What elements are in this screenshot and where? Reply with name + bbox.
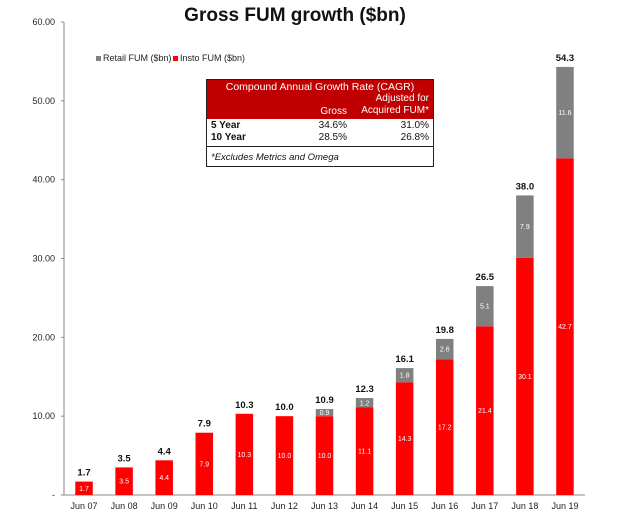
- bar-insto-jun-15: [395, 382, 414, 495]
- data-label-insto: 4.4: [159, 475, 169, 482]
- cagr-row-adjusted: 31.0%: [400, 120, 429, 131]
- x-tick-label: Jun 07: [71, 501, 98, 511]
- bar-insto-jun-08: [115, 467, 133, 495]
- legend-label-insto: Insto FUM ($bn): [180, 53, 245, 63]
- y-tick-label: -: [52, 490, 55, 500]
- cagr-row-label: 10 Year: [211, 132, 246, 143]
- chart-title: Gross FUM growth ($bn): [184, 5, 406, 26]
- cagr-footnote: *Excludes Metrics and Omega: [211, 152, 339, 163]
- y-tick-label: 40.00: [32, 175, 55, 185]
- bar-retail-jun-14: [355, 398, 374, 408]
- y-tick-label: 20.00: [32, 332, 55, 342]
- bar-retail-jun-19: [556, 66, 574, 159]
- cagr-row-gross: 34.6%: [318, 120, 347, 131]
- data-label-insto: 1.7: [79, 486, 89, 493]
- y-axis-ticks: - 10.00 20.00 30.00 40.00 50.00 60.00: [32, 17, 64, 500]
- x-tick-label: Jun 15: [391, 501, 418, 511]
- legend: Retail FUM ($bn) Insto FUM ($bn): [96, 53, 245, 63]
- data-label-insto: 10.3: [238, 452, 252, 459]
- data-label-insto: 14.3: [398, 436, 412, 443]
- bar-retail-jun-15: [395, 368, 414, 383]
- data-label-insto: 30.1: [518, 374, 532, 381]
- bar-insto-jun-16: [435, 359, 454, 495]
- cagr-row-label: 5 Year: [211, 120, 241, 131]
- data-label-retail: 2.6: [440, 347, 450, 354]
- data-label-retail: 1.8: [400, 373, 410, 380]
- data-label-retail: 0.9: [320, 410, 330, 417]
- data-label-total: 4.4: [158, 446, 172, 457]
- data-label-insto: 11.1: [358, 449, 371, 456]
- bar-insto-jun-10: [195, 432, 214, 495]
- bar-insto-jun-12: [275, 416, 294, 495]
- data-label-total: 10.0: [275, 402, 294, 413]
- data-label-retail: 1.2: [360, 400, 370, 407]
- y-tick-label: 60.00: [32, 17, 55, 27]
- data-label-insto: 7.9: [199, 461, 209, 468]
- x-tick-label: Jun 19: [551, 501, 578, 511]
- x-tick-label: Jun 13: [311, 501, 338, 511]
- data-label-total: 3.5: [118, 453, 132, 464]
- legend-swatch-insto: [173, 56, 178, 61]
- bar-insto-jun-17: [476, 326, 494, 495]
- data-label-total: 54.3: [556, 53, 575, 64]
- data-label-retail: 5.1: [480, 304, 490, 311]
- data-label-insto: 42.7: [558, 324, 572, 331]
- data-label-insto: 3.5: [119, 479, 129, 486]
- bar-retail-jun-18: [516, 195, 534, 258]
- data-label-insto: 17.2: [438, 425, 452, 432]
- bar-insto-jun-14: [355, 407, 374, 495]
- x-tick-label: Jun 16: [431, 501, 458, 511]
- bar-insto-jun-07: [75, 481, 93, 495]
- x-tick-label: Jun 08: [111, 501, 138, 511]
- data-label-total: 12.3: [355, 384, 374, 395]
- data-label-total: 26.5: [476, 272, 495, 283]
- x-tick-label: Jun 18: [511, 501, 538, 511]
- cagr-table-title: Compound Annual Growth Rate (CAGR): [225, 81, 415, 93]
- bar-insto-jun-19: [556, 158, 574, 496]
- data-label-insto: 10.0: [318, 453, 332, 460]
- cagr-col-adjusted-line1: Adjusted for: [375, 93, 429, 104]
- x-tick-label: Jun 11: [231, 501, 257, 511]
- x-axis-categories: Jun 07 Jun 08 Jun 09 Jun 10 Jun 11 Jun 12 Jun …: [71, 501, 579, 511]
- cagr-table: Compound Annual Growth Rate (CAGR) Gross…: [206, 79, 434, 167]
- legend-swatch-retail: [96, 56, 101, 61]
- cagr-row-gross: 28.5%: [318, 132, 347, 143]
- data-label-total: 10.3: [235, 400, 254, 411]
- data-label-total: 38.0: [516, 181, 535, 192]
- y-tick-label: 10.00: [32, 411, 55, 421]
- data-label-total: 10.9: [315, 395, 334, 406]
- cagr-row-10-year: 10 Year 28.5% 26.8%: [207, 132, 433, 144]
- bar-insto-jun-18: [516, 257, 534, 495]
- data-label-total: 7.9: [198, 419, 211, 430]
- cagr-table-header: Compound Annual Growth Rate (CAGR) Gross…: [207, 80, 433, 119]
- x-tick-label: Jun 17: [471, 501, 498, 511]
- bar-insto-jun-13: [315, 416, 334, 495]
- bar-retail-jun-16: [435, 338, 454, 360]
- bar-retail-jun-17: [476, 286, 494, 327]
- x-tick-label: Jun 14: [351, 501, 378, 511]
- x-tick-label: Jun 09: [151, 501, 178, 511]
- bar-insto-jun-11: [235, 413, 254, 495]
- data-label-total: 16.1: [395, 354, 414, 365]
- cagr-row-5-year: 5 Year 34.6% 31.0%: [207, 120, 433, 132]
- cagr-col-adjusted-line2: Acquired FUM*: [361, 105, 429, 116]
- x-tick-label: Jun 12: [271, 501, 298, 511]
- bar-retail-jun-13: [315, 409, 334, 417]
- data-label-retail: 7.9: [520, 224, 530, 231]
- bar-series: 1.7 1.7 3.5 3.5 4.4 4.4 7.9 7.9 10.3 10.3 10.0 10.0…: [75, 53, 575, 496]
- bar-insto-jun-09: [155, 460, 173, 495]
- data-label-retail: 11.6: [558, 110, 571, 117]
- y-tick-label: 30.00: [32, 254, 55, 264]
- data-label-insto: 10.0: [278, 453, 292, 460]
- data-label-insto: 21.4: [478, 408, 492, 415]
- cagr-col-adjusted: Adjusted for Acquired FUM*: [347, 93, 429, 117]
- cagr-col-gross: Gross: [320, 106, 347, 117]
- legend-label-retail: Retail FUM ($bn): [103, 53, 172, 63]
- x-tick-label: Jun 10: [191, 501, 218, 511]
- cagr-row-adjusted: 26.8%: [400, 132, 429, 143]
- y-tick-label: 50.00: [32, 96, 55, 106]
- data-label-total: 19.8: [435, 325, 454, 336]
- data-label-total: 1.7: [77, 468, 90, 479]
